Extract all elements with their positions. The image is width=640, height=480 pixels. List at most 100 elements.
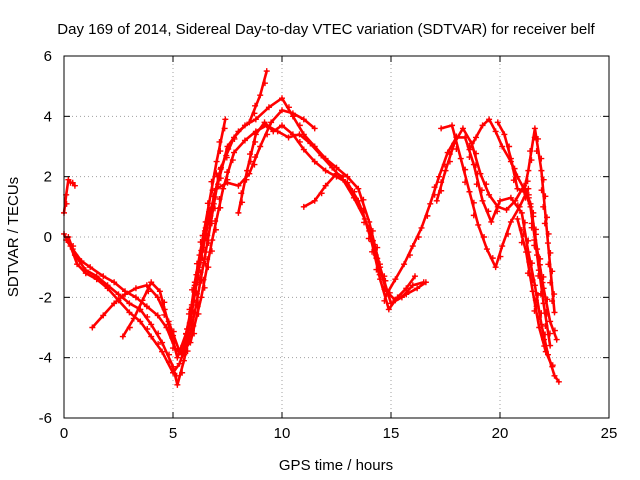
data-point	[265, 104, 272, 111]
data-point	[126, 300, 133, 307]
data-point	[78, 258, 85, 265]
data-point	[497, 253, 504, 260]
data-point	[383, 291, 390, 298]
chart-title: Day 169 of 2014, Sidereal Day-to-day VTE…	[57, 21, 595, 38]
data-point	[155, 341, 162, 348]
satellite-track-13	[438, 122, 532, 271]
data-point	[549, 298, 556, 305]
data-point	[549, 268, 556, 275]
data-point	[161, 311, 168, 318]
data-point	[511, 165, 518, 172]
data-point	[531, 307, 538, 314]
data-point	[549, 363, 556, 370]
data-point	[268, 119, 275, 126]
satellite-track-14	[514, 215, 556, 370]
data-point	[403, 285, 410, 292]
data-point	[225, 146, 232, 153]
x-tick-label: 20	[492, 425, 509, 442]
data-point	[483, 181, 490, 188]
data-point	[524, 178, 531, 185]
data-point	[477, 170, 484, 177]
data-point	[536, 324, 543, 331]
data-point	[472, 162, 479, 169]
data-point	[285, 134, 292, 141]
y-tick-label: 4	[44, 108, 52, 125]
x-tick-label: 10	[274, 425, 291, 442]
data-point	[466, 146, 473, 153]
data-point	[126, 309, 133, 316]
data-point	[553, 336, 560, 343]
data-point	[221, 125, 228, 132]
data-point	[449, 122, 456, 129]
data-point	[63, 200, 70, 207]
data-point	[539, 279, 546, 286]
data-point	[545, 230, 552, 237]
data-point	[340, 173, 347, 180]
data-point	[191, 330, 198, 337]
data-point	[462, 166, 469, 173]
data-point	[506, 143, 513, 150]
data-point	[69, 179, 76, 186]
data-point	[538, 155, 545, 162]
data-point	[526, 258, 533, 265]
data-point	[199, 232, 206, 239]
data-point	[193, 271, 200, 278]
data-point	[148, 279, 155, 286]
data-point	[201, 244, 208, 251]
data-point	[300, 146, 307, 153]
data-point	[427, 200, 434, 207]
data-point	[494, 119, 501, 126]
data-point	[311, 158, 318, 165]
data-point	[547, 330, 554, 337]
data-point	[446, 158, 453, 165]
data-point	[206, 206, 213, 213]
data-point	[543, 310, 550, 317]
y-tick-label: -2	[39, 289, 52, 306]
data-point	[374, 255, 381, 262]
data-point	[311, 197, 318, 204]
data-point	[311, 125, 318, 132]
data-point	[206, 215, 213, 222]
data-point	[499, 243, 506, 250]
data-point	[136, 306, 143, 313]
data-point	[159, 348, 166, 355]
data-point	[541, 336, 548, 343]
data-point	[132, 285, 139, 292]
data-point	[438, 179, 445, 186]
data-point	[202, 249, 209, 256]
data-point	[507, 155, 514, 162]
data-point	[473, 134, 480, 141]
data-point	[100, 273, 107, 280]
data-point	[252, 131, 259, 138]
data-point	[373, 266, 380, 273]
data-point	[544, 296, 551, 303]
data-point	[438, 125, 445, 132]
data-point	[473, 150, 480, 157]
data-point	[424, 212, 431, 219]
data-point	[535, 135, 542, 142]
data-point	[296, 138, 303, 145]
data-point	[522, 194, 529, 201]
data-point	[216, 138, 223, 145]
data-point	[446, 151, 453, 158]
data-point	[244, 167, 251, 174]
data-point	[514, 215, 521, 222]
series-line	[516, 217, 554, 369]
data-point	[186, 319, 193, 326]
data-point	[82, 267, 89, 274]
data-point	[222, 116, 229, 123]
data-point	[174, 354, 181, 361]
data-point	[544, 240, 551, 247]
data-point	[501, 131, 508, 138]
data-point	[462, 179, 469, 186]
data-point	[503, 206, 510, 213]
data-point	[531, 125, 538, 132]
data-point	[435, 173, 442, 180]
data-point	[148, 333, 155, 340]
data-point	[185, 310, 192, 317]
data-point	[238, 190, 245, 197]
data-point	[521, 219, 528, 226]
data-point	[224, 169, 231, 176]
data-point	[166, 351, 173, 358]
data-point	[540, 273, 547, 280]
